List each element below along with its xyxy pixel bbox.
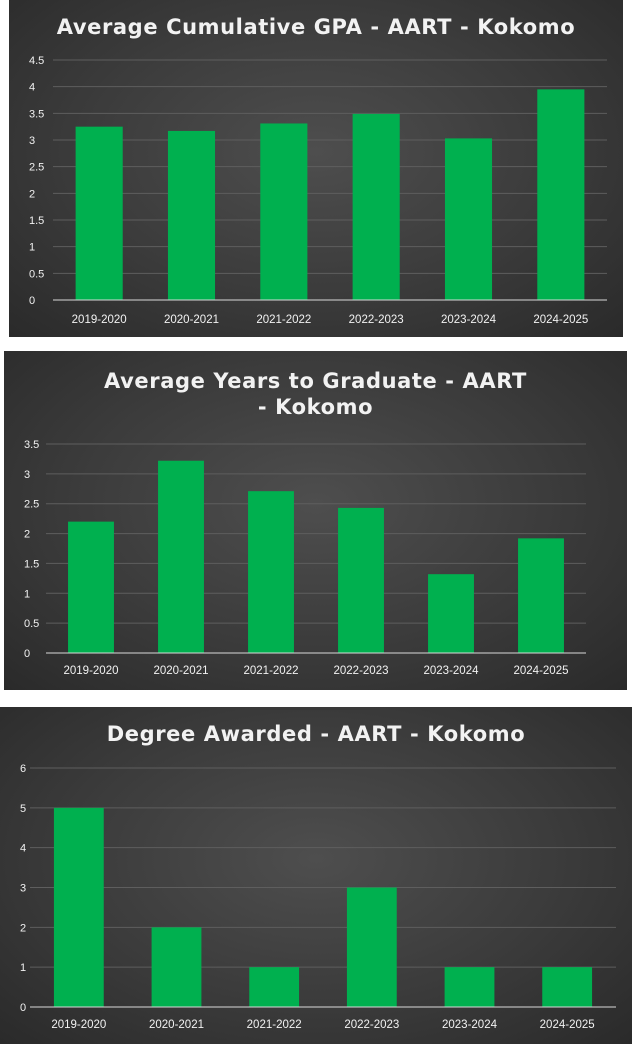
y-tick-label: 4.5 — [29, 55, 44, 67]
y-tick-label: 0 — [20, 1002, 26, 1014]
bar — [444, 138, 493, 300]
bar — [428, 574, 474, 653]
y-tick-label: 2 — [20, 922, 26, 934]
y-tick-label: 3.5 — [24, 439, 39, 451]
x-tick-label: 2024-2025 — [514, 665, 569, 677]
bar — [68, 521, 114, 653]
x-tick-label: 2022-2023 — [334, 665, 389, 677]
x-tick-label: 2024-2025 — [533, 314, 588, 326]
bar — [444, 967, 495, 1007]
x-tick-label: 2021-2022 — [244, 665, 299, 677]
x-tick-label: 2020-2021 — [164, 314, 219, 326]
y-tick-label: 0.5 — [24, 618, 39, 630]
y-tick-label: 2.5 — [24, 499, 39, 511]
y-tick-label: 1 — [29, 242, 35, 254]
gpa-chart-panel: Average Cumulative GPA - AART - Kokomo 0… — [9, 0, 623, 337]
y-tick-label: 1 — [24, 588, 30, 600]
y-tick-label: 2 — [29, 188, 35, 200]
bar — [158, 460, 204, 653]
y-tick-label: 0 — [29, 295, 35, 307]
y-tick-label: 0.5 — [29, 268, 44, 280]
bar — [518, 538, 564, 653]
bar — [346, 887, 397, 1007]
bar — [249, 967, 300, 1007]
x-tick-label: 2022-2023 — [349, 314, 404, 326]
y-tick-label: 4 — [20, 843, 26, 855]
gpa-bar-chart: 0 0.5 1 1.5 2 2.5 3 3.5 4 4.5 2019-2020 2020-2021 20… — [29, 55, 607, 326]
years-to-graduate-chart-panel: Average Years to Graduate - AART - Kokom… — [4, 351, 627, 690]
x-tick-label: 2022-2023 — [344, 1019, 399, 1031]
x-tick-label: 2019-2020 — [72, 314, 127, 326]
x-tick-label: 2021-2022 — [256, 314, 311, 326]
x-tick-label: 2023-2024 — [424, 665, 480, 677]
y-tick-label: 1.5 — [24, 558, 39, 570]
x-tick-label: 2021-2022 — [247, 1019, 302, 1031]
bar — [260, 123, 308, 300]
y-tick-label: 2.5 — [29, 162, 44, 174]
x-tick-label: 2023-2024 — [442, 1019, 498, 1031]
y-tick-label: 1 — [20, 962, 26, 974]
y-tick-label: 3 — [20, 883, 26, 895]
chart-title: Degree Awarded - AART - Kokomo — [106, 722, 526, 746]
bar — [53, 807, 104, 1007]
x-tick-label: 2023-2024 — [441, 314, 497, 326]
y-tick-label: 2 — [24, 529, 30, 541]
degree-awarded-chart-panel: Degree Awarded - AART - Kokomo 0 1 2 3 4 5 6 20… — [0, 707, 632, 1044]
bar — [542, 967, 593, 1007]
bar — [352, 113, 400, 300]
y-tick-label: 1.5 — [29, 215, 44, 227]
y-tick-label: 6 — [20, 763, 26, 775]
bar — [151, 927, 202, 1007]
degree-awarded-bar-chart: 0 1 2 3 4 5 6 2019-2020 2020-2021 2021-2022 2022-2… — [20, 763, 616, 1031]
y-tick-label: 3 — [24, 469, 30, 481]
chart-title: Average Years to Graduate - AART - Kokom… — [104, 369, 527, 419]
chart-title: Average Cumulative GPA - AART - Kokomo — [56, 15, 576, 39]
bar — [537, 89, 585, 300]
y-tick-label: 4 — [29, 82, 35, 94]
x-tick-label: 2019-2020 — [51, 1019, 106, 1031]
y-tick-label: 3 — [29, 135, 35, 147]
y-tick-label: 5 — [20, 803, 26, 815]
bar — [75, 126, 123, 301]
bar — [338, 507, 384, 653]
y-tick-label: 3.5 — [29, 108, 44, 120]
y-tick-label: 0 — [24, 648, 30, 660]
bar — [248, 491, 294, 653]
bar — [167, 130, 216, 300]
x-tick-label: 2020-2021 — [154, 665, 209, 677]
x-tick-label: 2024-2025 — [540, 1019, 595, 1031]
x-tick-label: 2020-2021 — [149, 1019, 204, 1031]
years-to-graduate-bar-chart: 0 0.5 1 1.5 2 2.5 3 3.5 2019-2020 2020-2021 2021-2… — [24, 439, 586, 677]
x-tick-label: 2019-2020 — [64, 665, 119, 677]
